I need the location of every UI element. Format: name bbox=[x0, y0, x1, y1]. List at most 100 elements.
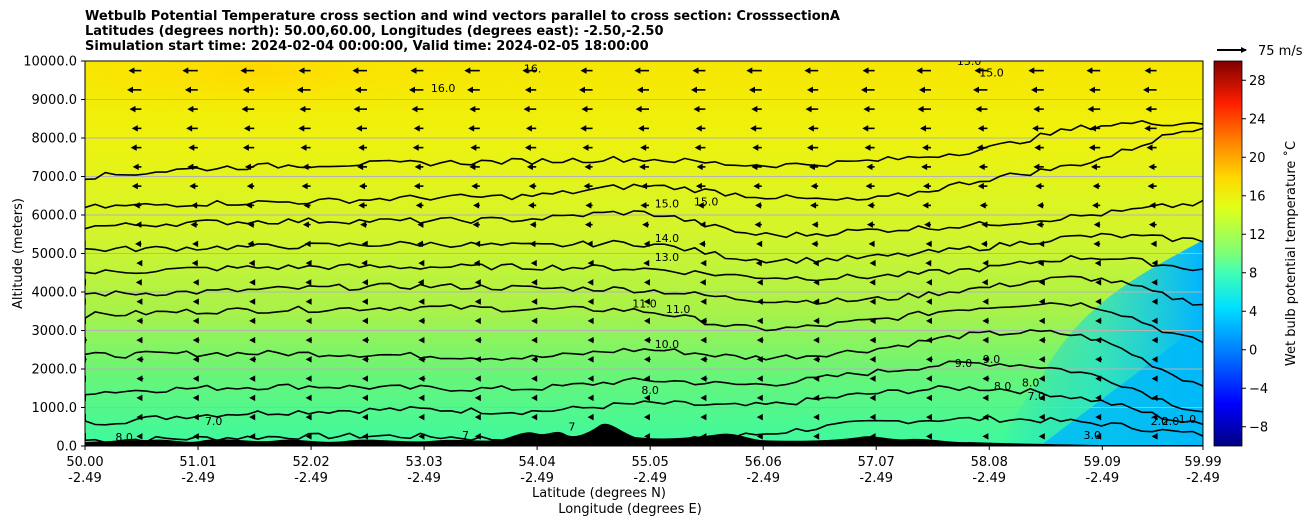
wind-vector bbox=[581, 105, 593, 113]
wind-vector bbox=[525, 125, 537, 132]
wind-vector bbox=[755, 202, 762, 209]
wind-vector bbox=[136, 394, 143, 402]
wind-vector bbox=[860, 86, 875, 94]
wind-vector bbox=[474, 317, 481, 325]
wind-vector bbox=[1151, 356, 1158, 363]
wind-vector bbox=[246, 202, 255, 209]
wind-vector bbox=[807, 125, 819, 132]
contour-label: 8.0 bbox=[994, 380, 1012, 393]
wind-vector bbox=[869, 259, 876, 267]
wind-vector bbox=[580, 125, 593, 132]
wind-vector bbox=[1151, 279, 1158, 286]
wind-vector bbox=[1030, 86, 1044, 94]
wind-vector bbox=[248, 259, 255, 267]
wind-vector bbox=[1151, 259, 1158, 267]
wind-vector bbox=[977, 182, 988, 190]
wind-vector bbox=[358, 144, 367, 151]
wind-vector bbox=[869, 413, 876, 421]
y-tick-label: 4000.0 bbox=[32, 286, 78, 301]
x-tick-label-lon: -2.49 bbox=[181, 471, 215, 486]
wind-vector bbox=[752, 144, 762, 151]
wind-vector bbox=[1149, 202, 1157, 209]
wind-vector bbox=[981, 221, 988, 228]
wind-vector bbox=[695, 125, 706, 132]
wind-vector bbox=[136, 317, 143, 325]
wind-vector bbox=[131, 182, 142, 190]
wind-vector bbox=[979, 202, 988, 209]
contour-label: 15.0 bbox=[655, 197, 680, 210]
wind-vector bbox=[634, 67, 649, 74]
colorbar-label: Wet bulb potential temperature ˚C bbox=[1283, 141, 1299, 366]
y-tick-label: 10000.0 bbox=[23, 55, 77, 70]
wind-vector bbox=[638, 125, 649, 132]
wind-vector bbox=[869, 356, 876, 363]
wind-vector bbox=[1144, 125, 1157, 132]
contour-label: 9.0 bbox=[955, 357, 973, 370]
wind-vector bbox=[188, 144, 198, 151]
wind-vector bbox=[1038, 279, 1045, 286]
wind-vector bbox=[522, 67, 537, 74]
wind-vector bbox=[130, 144, 142, 151]
wind-vector bbox=[418, 394, 425, 402]
wind-vector bbox=[1087, 105, 1101, 113]
wind-vector bbox=[868, 240, 875, 248]
wind-vector bbox=[644, 375, 650, 382]
y-tick-label: 7000.0 bbox=[32, 170, 78, 185]
colorbar-tick-label: 16 bbox=[1249, 189, 1266, 204]
x-tick-label-lat: 50.00 bbox=[66, 455, 103, 470]
wind-vector bbox=[926, 336, 933, 344]
wind-vector bbox=[1095, 394, 1102, 402]
colorbar-gradient bbox=[1213, 60, 1243, 447]
wind-vector bbox=[635, 105, 649, 113]
wind-vector bbox=[362, 317, 368, 325]
wind-vector bbox=[700, 298, 707, 305]
wind-vector bbox=[417, 221, 424, 228]
contour-label: 7 bbox=[568, 421, 575, 434]
wind-vector bbox=[869, 375, 876, 382]
colorbar-tick-label: 8 bbox=[1249, 266, 1257, 281]
colorbar-tick-label: 24 bbox=[1249, 112, 1266, 127]
wind-vector bbox=[1151, 433, 1158, 440]
wind-vector bbox=[192, 336, 200, 344]
wind-vector bbox=[1151, 298, 1158, 305]
wind-vector bbox=[1090, 163, 1101, 171]
contour-label: 16.0 bbox=[431, 82, 456, 95]
wind-vector bbox=[136, 356, 144, 363]
wind-vector bbox=[1151, 413, 1158, 421]
contour-label: 11.0 bbox=[632, 297, 657, 310]
wind-vector bbox=[813, 317, 820, 325]
wind-vector bbox=[77, 183, 85, 189]
contour-label: 2.0 bbox=[1151, 415, 1169, 428]
wind-vector bbox=[805, 105, 819, 113]
wind-vector bbox=[192, 240, 199, 248]
wind-vector bbox=[1038, 375, 1045, 382]
wind-vector bbox=[1089, 125, 1101, 132]
wind-vector bbox=[524, 144, 537, 151]
wind-vector bbox=[76, 202, 85, 208]
wind-vector bbox=[922, 202, 931, 209]
wind-vector bbox=[417, 279, 424, 286]
x-tick-label-lon: -2.49 bbox=[407, 471, 441, 486]
wind-vector bbox=[1094, 259, 1101, 267]
wind-vector bbox=[471, 182, 480, 190]
wind-vector bbox=[474, 433, 481, 440]
wind-vector bbox=[700, 336, 707, 344]
wind-vector bbox=[1148, 221, 1157, 228]
wind-vector bbox=[470, 144, 480, 151]
wind-vector bbox=[358, 202, 367, 209]
x-tick-label-lon: -2.49 bbox=[294, 471, 328, 486]
x-tick-label-lat: 53.03 bbox=[405, 455, 442, 470]
wind-vector bbox=[192, 298, 199, 305]
wind-vector bbox=[643, 298, 650, 305]
wind-vector bbox=[1151, 317, 1158, 325]
contour-line bbox=[85, 254, 1203, 282]
wind-vector bbox=[700, 375, 708, 382]
wind-vector bbox=[640, 144, 649, 151]
wind-vector bbox=[1093, 221, 1101, 228]
wind-vector bbox=[473, 202, 480, 209]
wind-vector bbox=[528, 182, 537, 190]
wind-vector bbox=[1038, 298, 1045, 305]
wind-vector bbox=[531, 413, 538, 421]
wind-vector bbox=[751, 163, 762, 171]
wind-vector bbox=[305, 279, 312, 286]
